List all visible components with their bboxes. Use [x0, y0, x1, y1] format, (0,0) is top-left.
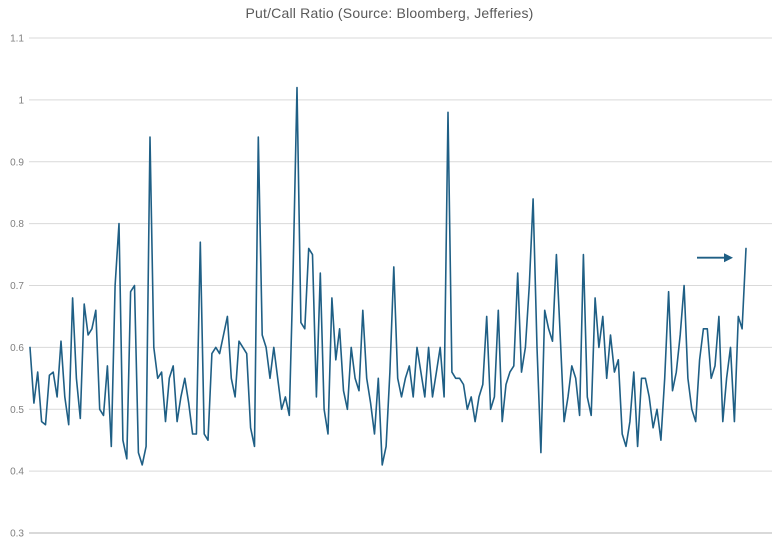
y-tick-label: 1.1 — [10, 34, 24, 45]
y-tick-label: 0.6 — [10, 343, 24, 354]
y-tick-label: 0.3 — [10, 529, 24, 537]
y-tick-label: 1 — [18, 95, 24, 106]
y-tick-label: 0.4 — [10, 467, 24, 478]
y-tick-label: 0.9 — [10, 157, 24, 168]
y-tick-label: 0.8 — [10, 219, 24, 230]
chart-title: Put/Call Ratio (Source: Bloomberg, Jeffe… — [245, 5, 534, 21]
y-tick-label: 0.5 — [10, 405, 24, 416]
trend-arrow-icon — [724, 253, 733, 263]
series-line — [29, 86, 747, 466]
y-tick-label: 0.7 — [10, 281, 24, 292]
